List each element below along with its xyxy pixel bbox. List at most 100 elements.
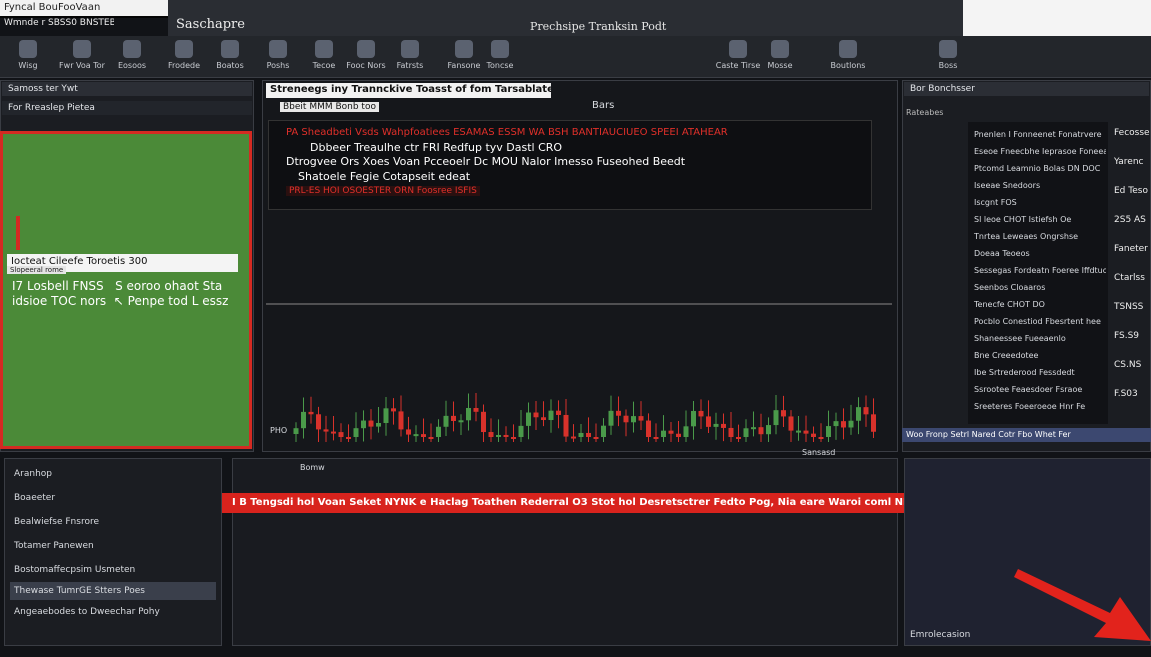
toolbar-button[interactable]: Eosoos [104, 38, 160, 76]
candle-body [361, 420, 366, 429]
candle-body [451, 415, 456, 421]
toolbar-button[interactable]: Fatrsts [382, 38, 438, 76]
toolbar-label: Fwr Voa Tor [59, 61, 105, 70]
icon [175, 40, 193, 58]
candle-body [338, 432, 344, 437]
candle-body [346, 437, 351, 439]
toolbar-button[interactable]: Wisg [0, 38, 56, 76]
right-header: Bor Bonchsser [904, 82, 1149, 96]
candle-body [713, 423, 719, 427]
value: FS.S9 [1114, 331, 1140, 341]
icon [939, 40, 957, 58]
toolbar-label: Boatos [216, 61, 244, 70]
row[interactable]: Doeaa Teoeos [974, 249, 1030, 258]
toolbar-label: Tecoe [312, 61, 336, 70]
list-item[interactable]: Bostomaffecpsim Usmeten [14, 565, 136, 575]
candle-body [766, 425, 771, 435]
candle-body [668, 430, 674, 434]
row[interactable]: Bne Creeedotee [974, 351, 1039, 360]
left-subheader: For Rreaslep Pietea [2, 101, 252, 115]
title-right [963, 0, 1151, 36]
toolbar-button[interactable]: Mosse [752, 38, 808, 76]
row[interactable]: Ibe Srtrederood Fessdedt [974, 368, 1075, 377]
candle-body [601, 425, 606, 437]
row[interactable]: Iscgnt FOS [974, 198, 1017, 207]
candle-body [833, 421, 839, 427]
row[interactable]: Sreeteres Foeeroeoe Hnr Fe [974, 402, 1086, 411]
candle-body [841, 421, 846, 428]
row[interactable]: Ptcomd Leamnio Bolas DN DOC [974, 164, 1101, 173]
candle-body [743, 428, 749, 437]
chart-subtitle: Bbeit MMM Bonb too [280, 102, 379, 112]
row[interactable]: Sl leoe CHOT Istiefsh Oe [974, 215, 1072, 224]
icon [73, 40, 91, 58]
toolbar-button[interactable]: Caste Tirse [710, 38, 766, 76]
row[interactable]: Tenecfe CHOT DO [974, 300, 1045, 309]
center-title: Prechsipe Tranksin Podt [530, 20, 667, 33]
toolbar-button[interactable]: Toncse [472, 38, 528, 76]
icon [455, 40, 473, 58]
right-values: Fecosse Yarenc Ed Teso 2S5 AS Faneter Ctarlss… [1110, 128, 1150, 418]
candle-body [496, 434, 501, 437]
row[interactable]: Pocblo Conestiod Fbesrtent hee [974, 317, 1101, 326]
row[interactable]: Pnenlen I Fonneenet Fonatrvere [974, 130, 1102, 139]
value: Ctarlss [1114, 273, 1145, 283]
candle-body [653, 437, 659, 439]
chart-tab[interactable]: Bars [592, 100, 615, 111]
list-item[interactable]: Boaeeter [14, 493, 56, 503]
row[interactable]: Sessegas Fordeatn Foeree Iffdtuo [974, 266, 1106, 275]
list-item[interactable]: Totamer Panewen [14, 541, 94, 551]
row[interactable]: Ssrootee Feaesdoer Fsraoe [974, 385, 1083, 394]
candle-body [691, 410, 696, 427]
toolbar-button[interactable]: Fwr Voa Tor [54, 38, 110, 76]
toolbar-button[interactable]: Tecoe [296, 38, 352, 76]
candle-body [661, 430, 666, 437]
candle-body [683, 426, 689, 437]
toolbar-label: Boutlons [830, 61, 866, 70]
menu[interactable]: Wmnde r SBSS0 BNSTEB [4, 18, 114, 28]
info-line: Shatoele Fegie Cotapseit edeat [298, 170, 471, 183]
candle-body [826, 426, 831, 437]
bottom-left-list: Aranhop Boaeeter Bealwiefse Fnsrore Totamer… [10, 462, 216, 624]
candle-body [541, 417, 546, 421]
candle-body [721, 423, 726, 428]
candle-body [436, 426, 441, 437]
list-item[interactable]: Aranhop [14, 469, 52, 479]
candle-body [301, 411, 306, 429]
list-item[interactable]: Angeaebodes to Dweechar Pohy [14, 607, 160, 617]
candle-body [473, 408, 479, 412]
bottom-right-label: Emrolecasion [910, 630, 971, 640]
box-line: I7 Losbell FNSS S eoroo ohaot Sta [12, 279, 223, 293]
toolbar-button[interactable]: Poshs [250, 38, 306, 76]
right-footer: Woo Fronp Setrl Nared Cotr Fbo Whet Fer [902, 428, 1151, 442]
toolbar-button[interactable]: Fansone [436, 38, 492, 76]
candle-body [533, 412, 539, 418]
icon [729, 40, 747, 58]
row[interactable]: Eseoe Fneecbhe Ieprasoe Foneeae [974, 147, 1106, 156]
icon [221, 40, 239, 58]
toolbar-button[interactable]: Frodede [156, 38, 212, 76]
candle-body [736, 437, 741, 439]
toolbar-button[interactable]: Fooc Nors [338, 38, 394, 76]
toolbar-button[interactable]: Boatos [202, 38, 258, 76]
row[interactable]: Seenbos Cloaaros [974, 283, 1046, 292]
row[interactable]: Shaneessee Fueeaenlo [974, 334, 1066, 343]
row[interactable]: Iseeae Snedoors [974, 181, 1041, 190]
value: F.S03 [1114, 389, 1138, 399]
info-red-line: PA Sheadbeti Vsds Wahpfoatiees ESAMAS ES… [286, 127, 728, 138]
toolbar-button[interactable]: Boutlons [820, 38, 876, 76]
candle-body [698, 410, 704, 417]
toolbar-label: Boss [938, 61, 958, 70]
row[interactable]: Tnrtea Leweaes Ongrshse [974, 232, 1079, 241]
tab[interactable]: Bomw [300, 463, 325, 472]
candle-body [796, 430, 801, 433]
candle-body [353, 428, 359, 437]
list-item[interactable]: Thewase TumrGE Stters Poes [10, 582, 216, 600]
toolbar-button[interactable]: Boss [920, 38, 976, 76]
toolbar-label: Frodede [167, 61, 201, 70]
value: Yarenc [1114, 157, 1144, 167]
toolbar-label: Fatrsts [396, 61, 424, 70]
info-line: Dtrogvee Ors Xoes Voan Pcceoelr Dc MOU N… [286, 155, 686, 168]
tab[interactable]: Sansasd [802, 448, 836, 457]
list-item[interactable]: Bealwiefse Fnsrore [14, 517, 99, 527]
